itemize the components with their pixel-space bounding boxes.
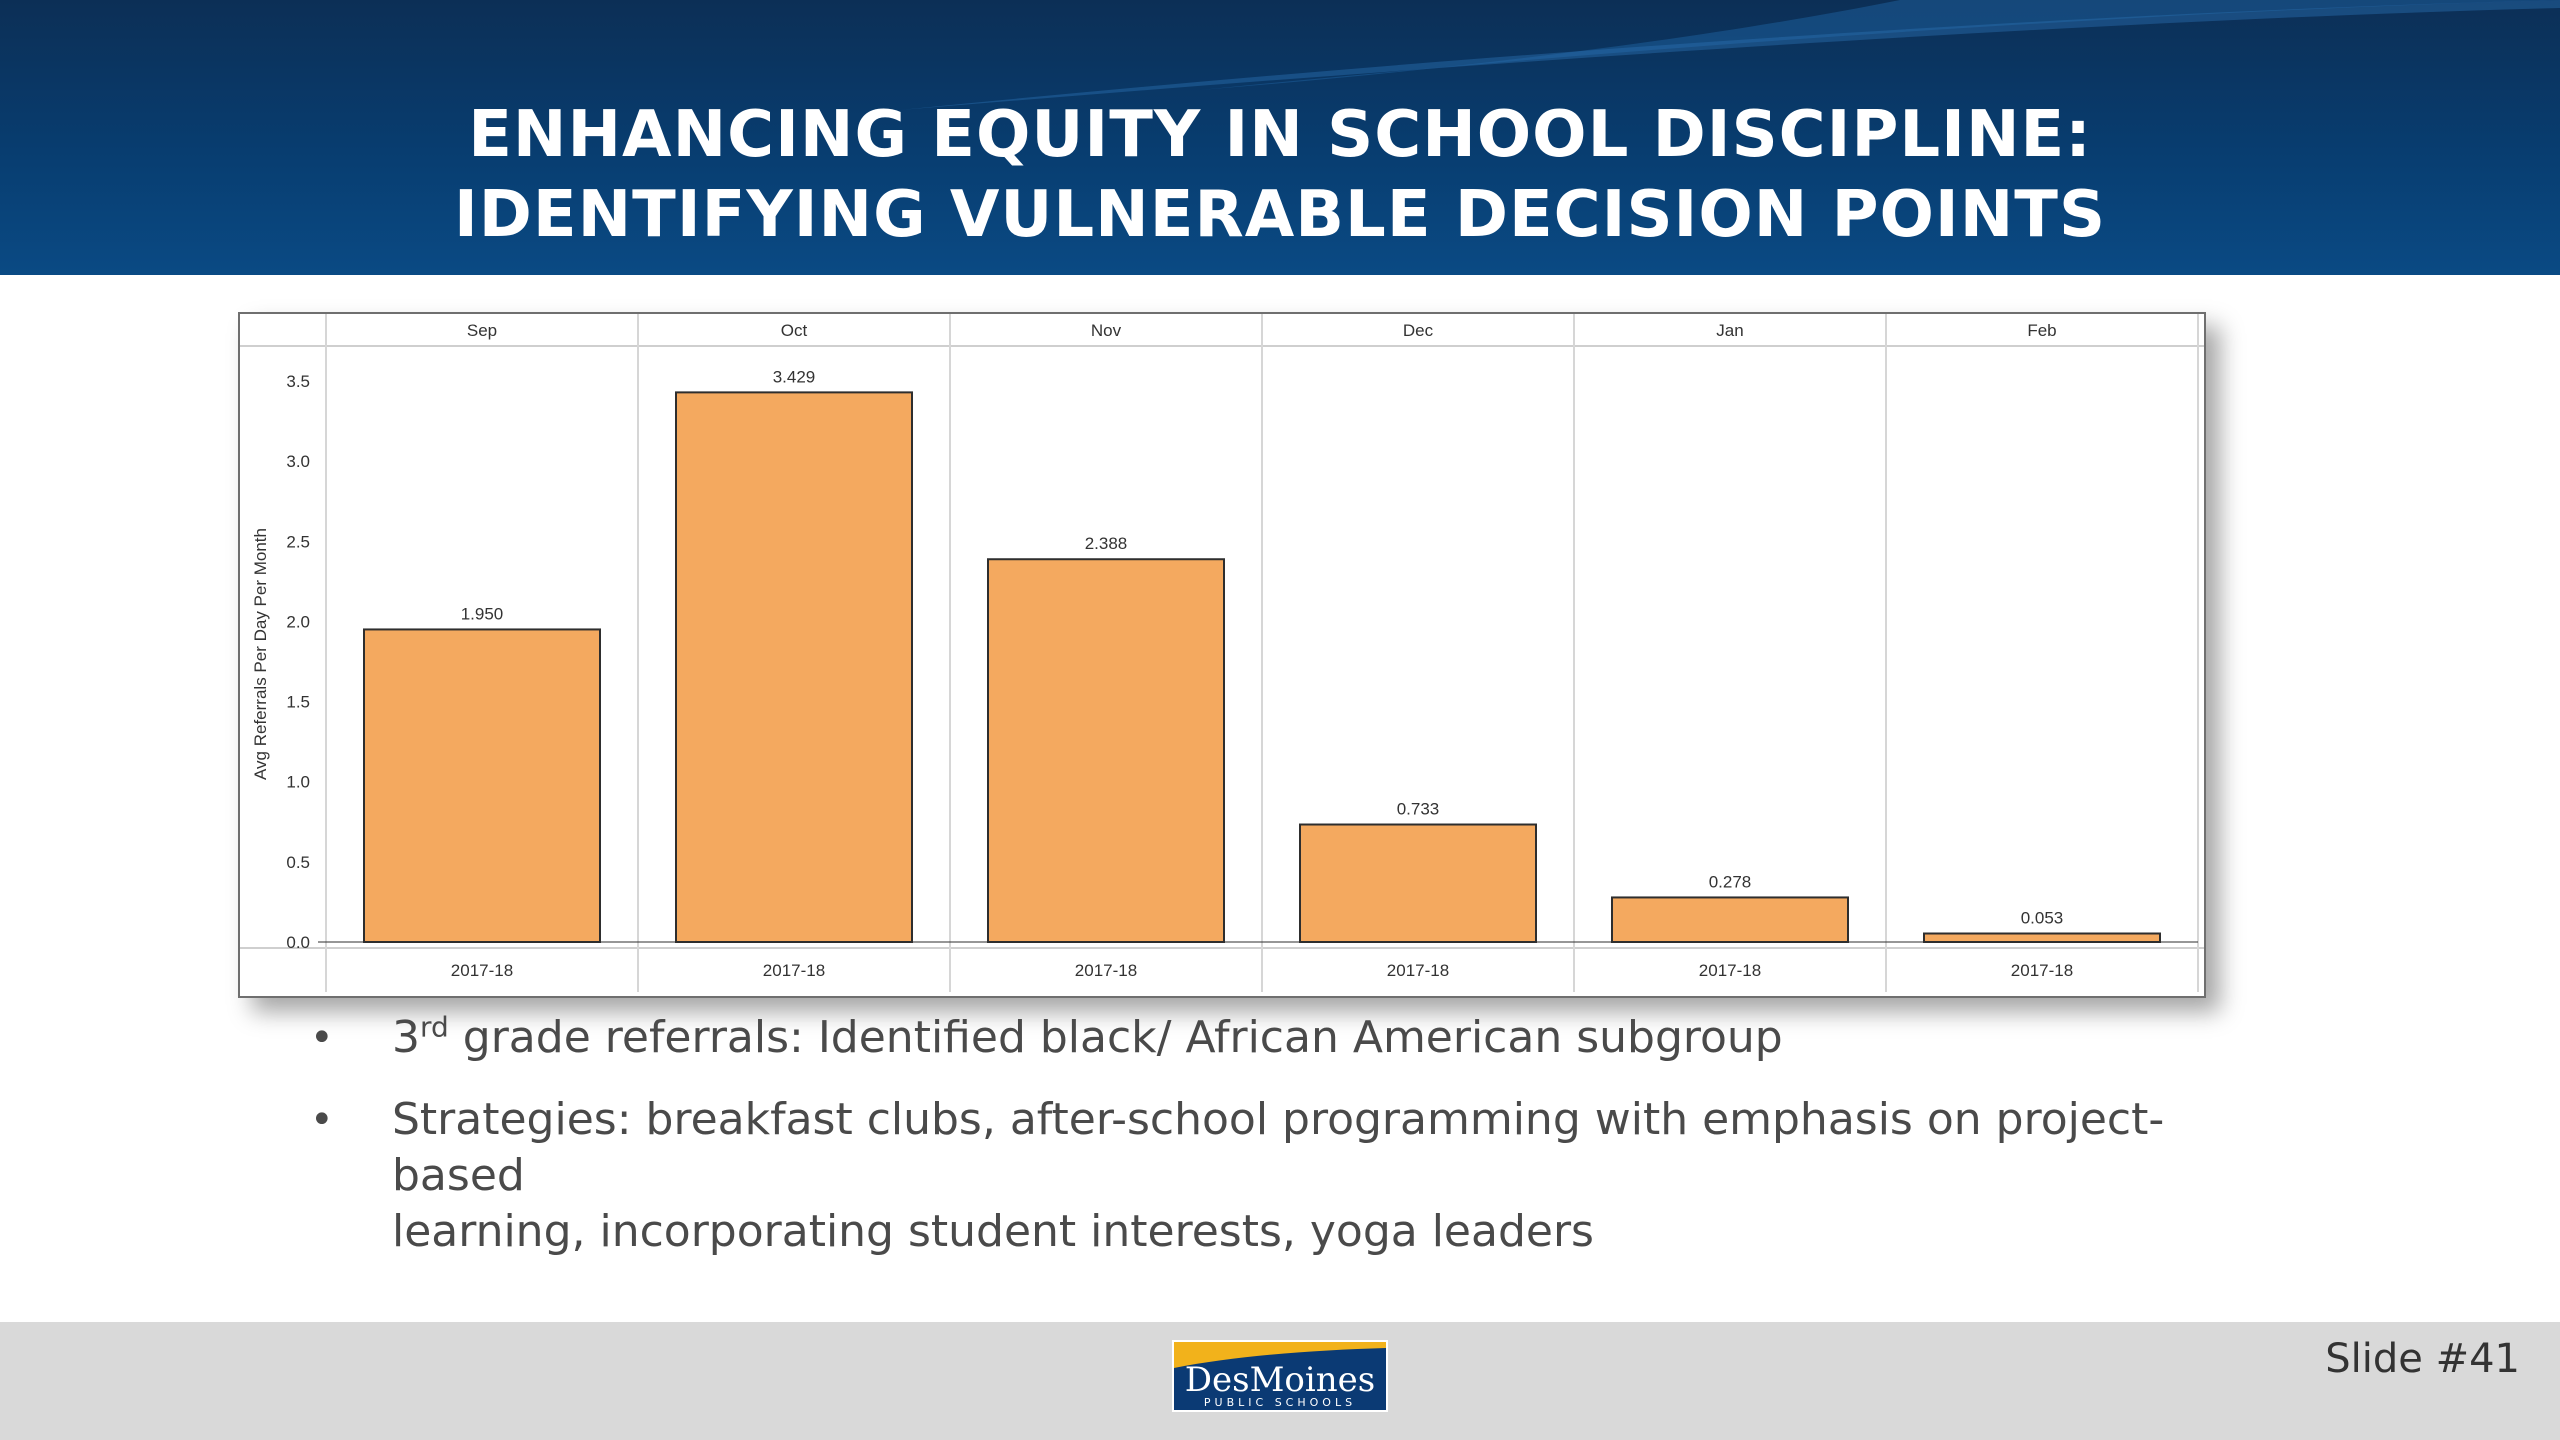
month-label-sep: Sep — [467, 321, 497, 340]
chart-canvas: 0.0 0.5 1.0 1.5 2.0 2.5 3.0 3.5 Avg Referrals Pe… — [240, 314, 2204, 992]
slide-title-line-1: ENHANCING EQUITY IN SCHOOL DISCIPLINE: — [468, 98, 2092, 172]
logo-name: DesMoines — [1184, 1360, 1376, 1400]
data-label-nov: 2.388 — [1085, 534, 1128, 553]
bullet-dot-icon: • — [310, 1097, 334, 1143]
bar-sep — [363, 628, 601, 943]
month-label-oct: Oct — [781, 321, 808, 340]
y-tick-label: 3.5 — [286, 372, 310, 391]
title-banner: ENHANCING EQUITY IN SCHOOL DISCIPLINE: I… — [0, 0, 2560, 275]
data-label-feb: 0.053 — [2021, 909, 2064, 928]
y-axis-label: Avg Referrals Per Day Per Month — [251, 528, 270, 780]
data-label-sep: 1.950 — [461, 604, 504, 623]
data-label-dec: 0.733 — [1397, 800, 1440, 819]
bar-nov — [987, 558, 1225, 944]
bullet-item-referrals: • 3rd grade referrals: Identified black/… — [310, 1010, 2210, 1066]
slide-title: ENHANCING EQUITY IN SCHOOL DISCIPLINE: I… — [0, 95, 2560, 255]
month-label-jan: Jan — [1716, 321, 1743, 340]
bullet-prefix: 3 — [392, 1012, 420, 1063]
district-logo: DesMoines PUBLIC SCHOOLS — [1172, 1340, 1388, 1412]
bar-jan — [1611, 896, 1849, 943]
logo-swoosh-icon — [1174, 1342, 1386, 1368]
slide-title-line-2: IDENTIFYING VULNERABLE DECISION POINTS — [453, 178, 2107, 252]
y-tick-label: 0.0 — [286, 933, 310, 952]
y-tick-label: 2.5 — [286, 532, 310, 551]
data-label-oct: 3.429 — [773, 367, 816, 386]
month-label-feb: Feb — [2027, 321, 2056, 340]
bar-dec — [1299, 823, 1537, 943]
y-tick-label: 1.0 — [286, 773, 310, 792]
logo-subtitle: PUBLIC SCHOOLS — [1203, 1396, 1357, 1409]
bullet-text-line-1: Strategies: breakfast clubs, after-schoo… — [392, 1094, 2165, 1201]
month-label-nov: Nov — [1091, 321, 1122, 340]
x-tick-label: 2017-18 — [451, 961, 513, 980]
slide-number: Slide #41 — [2325, 1336, 2520, 1382]
y-tick-label: 0.5 — [286, 853, 310, 872]
bullet-text: grade referrals: Identified black/ Afric… — [448, 1012, 1783, 1063]
data-label-jan: 0.278 — [1709, 872, 1752, 891]
y-tick-label: 3.0 — [286, 452, 310, 471]
x-tick-label: 2017-18 — [2011, 961, 2073, 980]
bar-oct — [675, 391, 913, 943]
bullet-list: • 3rd grade referrals: Identified black/… — [310, 1010, 2210, 1286]
x-tick-label: 2017-18 — [1699, 961, 1761, 980]
x-tick-label: 2017-18 — [1075, 961, 1137, 980]
x-tick-label: 2017-18 — [1387, 961, 1449, 980]
bullet-item-strategies: • Strategies: breakfast clubs, after-sch… — [310, 1092, 2210, 1260]
y-tick-label: 2.0 — [286, 612, 310, 631]
referrals-chart: 0.0 0.5 1.0 1.5 2.0 2.5 3.0 3.5 Avg Referrals Pe… — [238, 312, 2206, 998]
y-tick-label: 1.5 — [286, 693, 310, 712]
x-tick-label: 2017-18 — [763, 961, 825, 980]
month-label-dec: Dec — [1403, 321, 1434, 340]
banner-sweep — [900, 0, 2560, 110]
bullet-text-line-2: learning, incorporating student interest… — [392, 1206, 1594, 1257]
bar-feb — [1923, 932, 2161, 944]
bullet-superscript: rd — [420, 1010, 449, 1044]
bullet-dot-icon: • — [310, 1015, 334, 1061]
